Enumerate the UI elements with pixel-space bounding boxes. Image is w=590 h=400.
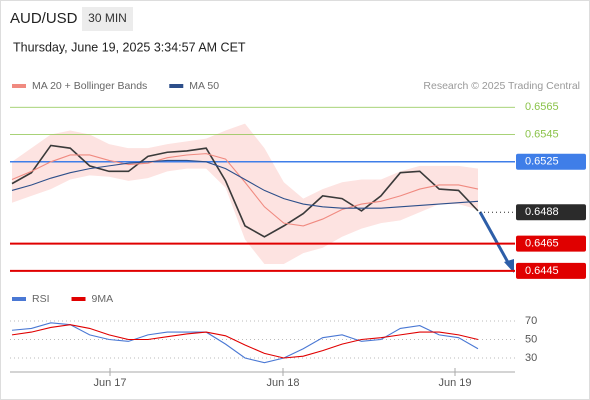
legend-label: MA 20 + Bollinger Bands [32, 80, 147, 92]
credit: Research © 2025 Trading Central [423, 80, 580, 92]
legend-label: 9MA [92, 293, 114, 305]
level-box [516, 235, 586, 252]
legend-swatch [169, 84, 184, 88]
legend-swatch [12, 297, 26, 301]
legend-label: MA 50 [189, 80, 219, 92]
level-box [516, 262, 586, 279]
series-line [11, 322, 479, 364]
x-tick-label: Jun 19 [438, 377, 471, 389]
series-line [11, 144, 479, 238]
legend-label: RSI [32, 293, 50, 305]
level-box [516, 204, 586, 221]
interval[interactable]: 30 MIN [88, 11, 127, 25]
bollinger-band [12, 123, 478, 265]
legend-swatch [12, 84, 26, 88]
arrow-head [504, 259, 514, 273]
level-box [516, 153, 586, 170]
y-tick-label: 50 [525, 333, 537, 345]
series-line [11, 324, 479, 359]
level-label: 0.6525 [525, 156, 559, 168]
y-tick-label: 70 [525, 315, 537, 327]
series-line [11, 159, 479, 209]
x-tick-label: Jun 17 [93, 377, 126, 389]
level-label: 0.6445 [525, 265, 559, 277]
symbol: AUD/USD [10, 10, 78, 27]
timestamp: Thursday, June 19, 2025 3:34:57 AM CET [13, 40, 246, 54]
forecast-arrow [478, 211, 512, 267]
y-tick-label: 30 [525, 352, 537, 364]
series-line [11, 153, 479, 227]
level-label: 0.6488 [525, 206, 559, 218]
legend-swatch [71, 297, 86, 301]
interval-box[interactable] [82, 7, 133, 31]
level-label: 0.6565 [525, 101, 559, 113]
x-tick-label: Jun 18 [266, 377, 299, 389]
level-label: 0.6545 [525, 128, 559, 140]
level-label: 0.6465 [525, 238, 559, 250]
